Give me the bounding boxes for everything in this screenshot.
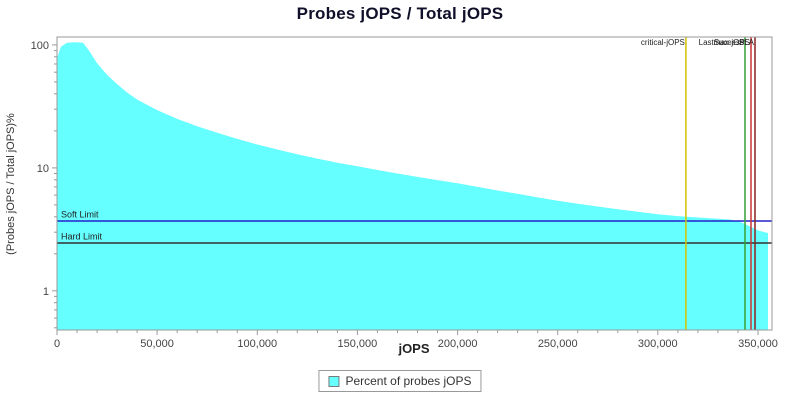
chart-canvas: Soft Limit Hard Limit critical-jOPS LastSuc… xyxy=(5,36,778,356)
limit-line-label: Hard Limit xyxy=(61,232,103,242)
y-axis-title: (Probes jOPS / Total jOPS)% xyxy=(5,113,17,255)
plot-area: Soft Limit Hard Limit critical-jOPS LastSuc… xyxy=(31,36,778,350)
x-tick-label: 200,000 xyxy=(438,338,478,350)
limit-line-label: Soft Limit xyxy=(61,210,99,220)
x-tick-label: 350,000 xyxy=(738,338,778,350)
x-tick-label: 50,000 xyxy=(140,338,174,350)
x-tick-label: 250,000 xyxy=(538,338,578,350)
chart-title: Probes jOPS / Total jOPS xyxy=(296,4,504,23)
plot-border xyxy=(56,36,773,331)
x-tick-label: 0 xyxy=(54,338,60,350)
x-tick-label: 300,000 xyxy=(638,338,678,350)
legend-swatch xyxy=(328,375,340,387)
y-tick-label: 10 xyxy=(37,163,49,175)
x-axis-title: jOPS xyxy=(397,341,429,356)
marker-label: max-jOPS xyxy=(714,38,750,47)
y-tick-label: 100 xyxy=(31,40,49,52)
y-tick-label: 1 xyxy=(43,286,49,298)
x-tick-label: 100,000 xyxy=(237,338,277,350)
marker-label: critical-jOPS xyxy=(641,38,685,47)
legend-label: Percent of probes jOPS xyxy=(345,374,472,388)
area-series xyxy=(57,42,768,331)
x-tick-label: 150,000 xyxy=(338,338,378,350)
marker-label: LastSuccess xyxy=(699,38,744,47)
chart-legend: Percent of probes jOPS xyxy=(318,370,482,392)
marker-label: SLA xyxy=(739,38,755,47)
